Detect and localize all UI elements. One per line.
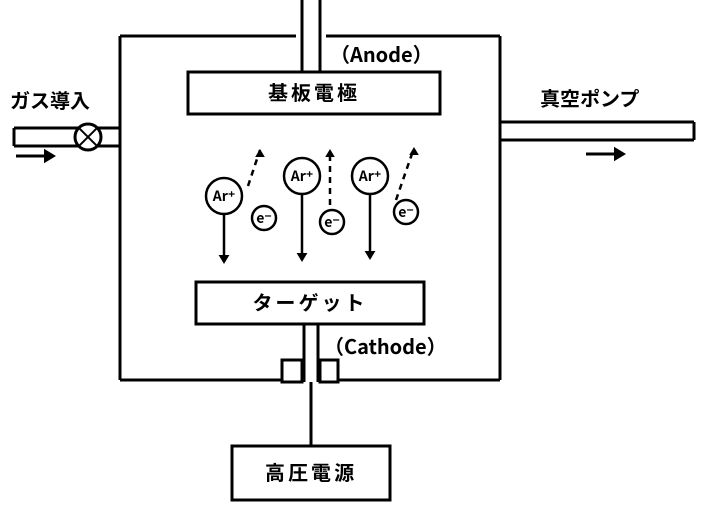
substrate-electrode-label: 基板電極	[268, 77, 360, 106]
svg-text:Ar⁺: Ar⁺	[212, 186, 235, 206]
electron-icon: e⁻	[394, 200, 418, 224]
svg-text:e⁻: e⁻	[324, 212, 340, 232]
cathode-feedthrough-left	[282, 360, 302, 382]
vacuum-pump-label: 真空ポンプ	[540, 83, 639, 112]
svg-text:Ar⁺: Ar⁺	[290, 166, 313, 186]
electron-icon: e⁻	[252, 206, 276, 230]
cathode-feedthrough-right	[320, 360, 338, 382]
argon-ion-icon: Ar⁺	[206, 178, 242, 214]
anode-label: （Anode）	[330, 39, 433, 68]
gas-inlet-label: ガス導入	[10, 85, 90, 114]
electron-icon: e⁻	[320, 210, 344, 234]
electron-dashed-line	[396, 148, 414, 200]
svg-text:e⁻: e⁻	[398, 202, 414, 222]
svg-text:Ar⁺: Ar⁺	[358, 166, 381, 186]
target-label: ターゲット	[253, 287, 368, 316]
cathode-label: （Cathode）	[324, 331, 447, 360]
power-supply-label: 高圧電源	[265, 457, 357, 486]
argon-ion-icon: Ar⁺	[352, 158, 388, 194]
argon-ion-icon: Ar⁺	[284, 158, 320, 194]
svg-text:e⁻: e⁻	[256, 208, 272, 228]
